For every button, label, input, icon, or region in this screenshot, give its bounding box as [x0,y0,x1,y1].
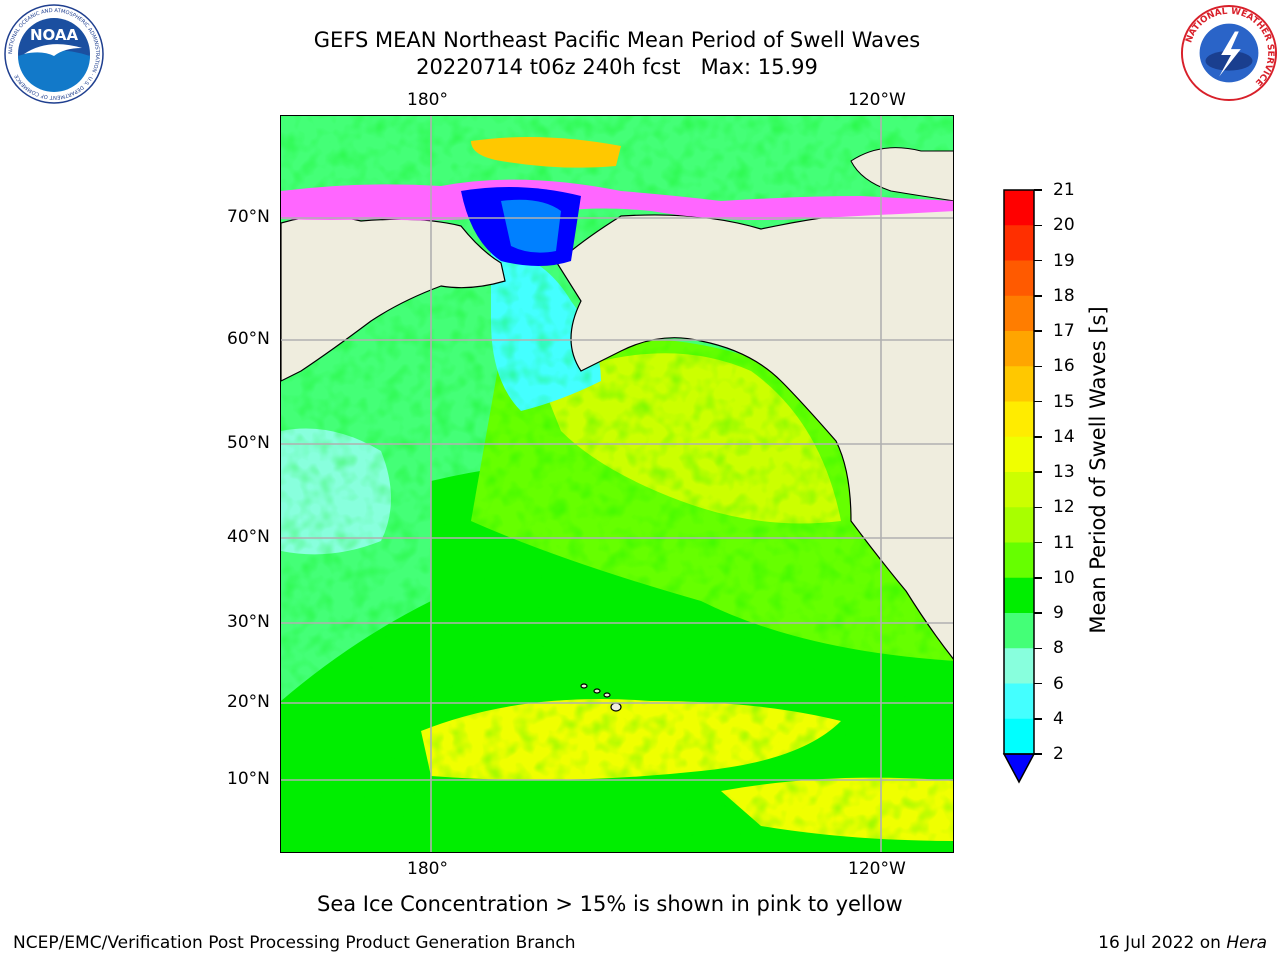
colorbar-bin [1004,295,1034,332]
colorbar-tick-mark [1034,718,1042,720]
colorbar-tick-label: 4 [1053,708,1064,729]
colorbar [1000,186,1040,786]
colorbar-bin [1004,718,1034,755]
colorbar-bin [1004,613,1034,649]
colorbar-tick-label: 10 [1053,567,1075,588]
colorbar-tick-mark [1034,612,1042,614]
colorbar-tick-label: 2 [1053,744,1064,764]
colorbar-tick-mark [1034,295,1042,297]
lat-label-10n: 10°N [227,769,270,789]
colorbar-tick-mark [1034,330,1042,332]
lon-label-top-180: 180° [407,90,448,110]
colorbar-tick-label: 14 [1053,426,1075,447]
lon-label-top-120w: 120°W [848,90,906,110]
colorbar-tick-mark [1034,400,1042,403]
colorbar-tick-label: 11 [1053,532,1075,553]
colorbar-bin [1004,366,1034,402]
colorbar-tick-label: 15 [1053,391,1075,412]
sea-ice-note: Sea Ice Concentration > 15% is shown in … [317,892,903,916]
colorbar-tick-mark [1034,189,1042,191]
sea-ice-yellow [471,137,621,168]
colorbar-bin [1004,401,1034,438]
colorbar-bin [1004,683,1034,720]
colorbar-tick-mark [1034,753,1042,755]
colorbar-tick-mark [1034,506,1042,508]
lon-label-bottom-180: 180° [407,859,448,879]
lon-label-bottom-120w: 120°W [848,859,906,879]
footer-date-text: 16 Jul 2022 on [1098,933,1227,953]
colorbar-bin [1004,436,1034,473]
footer-date: 16 Jul 2022 on Hera [1098,933,1267,953]
colorbar-tick-label: 19 [1053,250,1075,271]
sea-ice-pink [281,179,953,221]
lat-label-40n: 40°N [227,527,270,547]
land-hawaii [580,683,622,712]
colorbar-bin [1004,331,1034,367]
colorbar-tick-mark [1034,471,1042,473]
map-title: GEFS MEAN Northeast Pacific Mean Period … [313,28,921,52]
footer-host: Hera [1226,933,1267,953]
colorbar-bin [1004,472,1034,508]
colorbar-tick-label: 18 [1053,285,1075,306]
colorbar-tick-mark [1034,224,1042,226]
noaa-logo: NATIONAL OCEANIC AND ATMOSPHERIC ADMINIS… [4,4,104,104]
colorbar-tick-label: 6 [1053,673,1064,694]
lat-label-30n: 30°N [227,612,270,632]
colorbar-label: Mean Period of Swell Waves [s] [1086,306,1110,634]
colorbar-tick-mark [1034,365,1042,367]
colorbar-bin [1004,542,1034,579]
colorbar-bin [1004,577,1034,614]
lat-label-60n: 60°N [227,329,270,349]
noaa-logo-text: NOAA [30,26,79,44]
land-north-america [556,205,953,660]
colorbar-tick-mark [1034,647,1042,649]
footer-credit: NCEP/EMC/Verification Post Processing Pr… [13,933,576,953]
colorbar-tick-label: 12 [1053,497,1075,518]
colorbar-tick-label: 9 [1053,603,1064,623]
nws-logo: NATIONAL WEATHER SERVICE [1180,4,1278,102]
colorbar-bin [1004,225,1034,261]
colorbar-tick-mark [1034,259,1042,262]
colorbar-svg [1002,189,1036,784]
colorbar-tick-mark [1034,682,1042,685]
colorbar-bin [1004,190,1034,226]
map-svg [281,116,953,852]
colorbar-tick-mark [1034,541,1042,544]
colorbar-extend-arrow [1002,753,1036,784]
colorbar-tick-label: 16 [1053,356,1075,377]
colorbar-tick-mark [1034,436,1042,438]
colorbar-bin [1004,648,1034,684]
colorbar-bin [1004,507,1034,543]
land-arctic-islands [850,147,953,202]
lat-label-70n: 70°N [227,207,270,227]
colorbar-bin [1004,260,1034,297]
lat-label-50n: 50°N [227,433,270,453]
colorbar-tick-label: 13 [1053,462,1075,482]
colorbar-tick-label: 17 [1053,321,1075,341]
map-subtitle: 20220714 t06z 240h fcst Max: 15.99 [416,55,818,79]
map-panel [280,115,954,853]
lat-label-20n: 20°N [227,692,270,712]
graticule [281,116,953,852]
colorbar-tick-label: 20 [1053,215,1075,236]
colorbar-tick-mark [1034,577,1042,579]
colorbar-tick-label: 21 [1053,180,1075,200]
colorbar-tick-label: 8 [1053,638,1064,659]
sea-ice-lightblue [501,199,561,253]
